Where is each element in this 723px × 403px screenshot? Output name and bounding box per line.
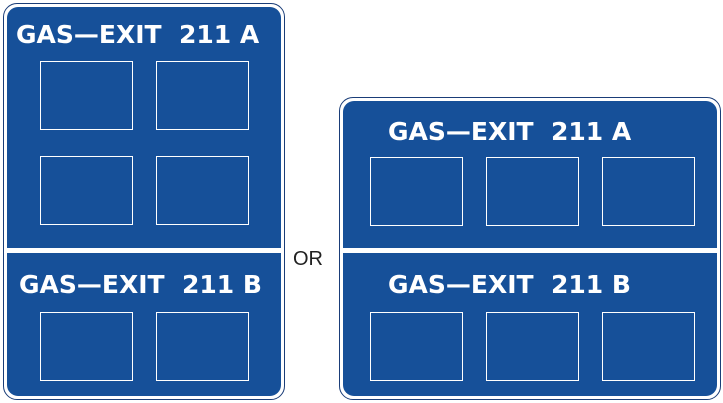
- logo-panel: [602, 312, 695, 381]
- left-sign: GAS—EXIT 211 A GAS—EXIT 211 B: [3, 3, 285, 400]
- sign-divider: [7, 248, 281, 253]
- logo-panel: [370, 312, 463, 381]
- left-sign-bottom-legend: GAS—EXIT 211 B: [19, 270, 262, 299]
- logo-panel: [40, 61, 133, 130]
- logo-panel: [40, 312, 133, 381]
- logo-panel: [602, 157, 695, 226]
- left-sign-top-legend: GAS—EXIT 211 A: [16, 20, 260, 49]
- logo-panel: [156, 61, 249, 130]
- or-separator-label: OR: [293, 248, 323, 270]
- logo-panel: [486, 312, 579, 381]
- right-sign: GAS—EXIT 211 A GAS—EXIT 211 B: [339, 97, 721, 400]
- left-sign-face: GAS—EXIT 211 A GAS—EXIT 211 B: [7, 7, 281, 396]
- logo-panel: [40, 156, 133, 225]
- logo-panel: [156, 156, 249, 225]
- logo-panel: [156, 312, 249, 381]
- sign-divider: [343, 248, 717, 253]
- right-sign-face: GAS—EXIT 211 A GAS—EXIT 211 B: [343, 101, 717, 396]
- right-sign-top-legend: GAS—EXIT 211 A: [388, 117, 632, 146]
- logo-panel: [370, 157, 463, 226]
- right-sign-bottom-legend: GAS—EXIT 211 B: [388, 270, 631, 299]
- logo-panel: [486, 157, 579, 226]
